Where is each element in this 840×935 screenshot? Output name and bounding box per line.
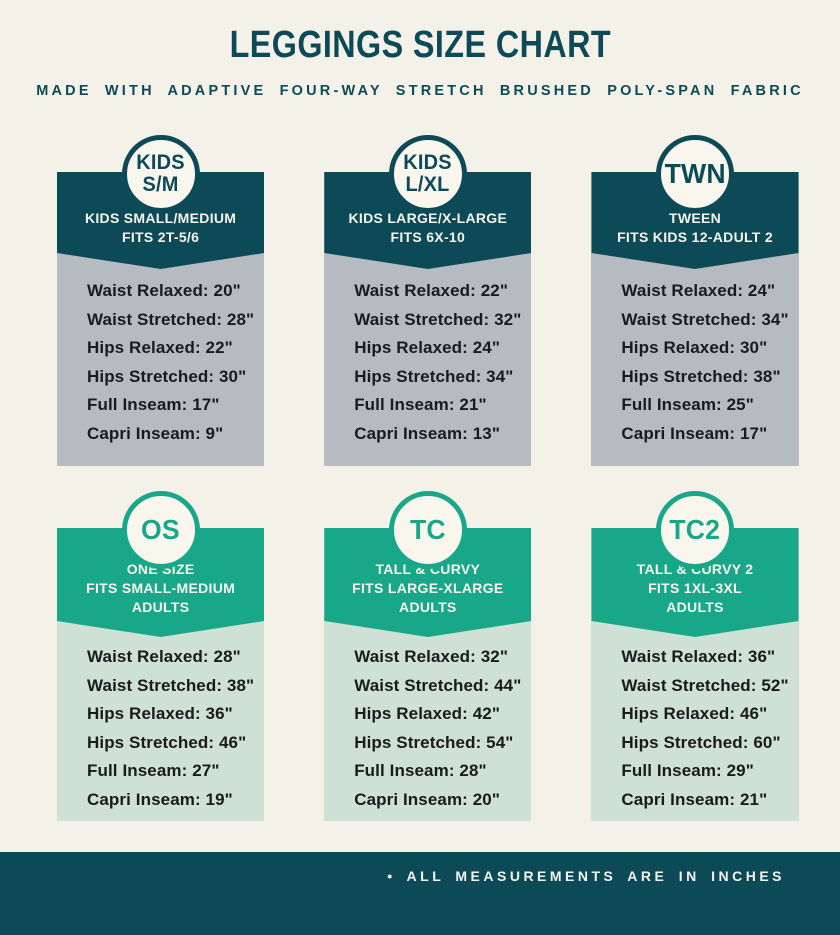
- measurement-row: Hips Relaxed: 30": [621, 338, 768, 357]
- measurement-row: Capri Inseam: 13": [354, 423, 501, 443]
- size-badge-label: OS: [141, 514, 180, 545]
- measurement-row: Full Inseam: 17": [87, 395, 220, 414]
- measurement-row: Hips Relaxed: 24": [354, 338, 501, 357]
- size-card-tween: TWN TWEEN FITS KIDS 12-ADULT 2 Waist Rel…: [591, 135, 799, 466]
- card-description: TWEEN FITS KIDS 12-ADULT 2: [617, 210, 773, 245]
- measurement-row: Waist Stretched: 28": [87, 309, 255, 329]
- size-badge-label: TWN: [664, 158, 726, 189]
- card-description: KIDS SMALL/MEDIUM FITS 2T-5/6: [84, 210, 237, 245]
- card-measurement-list: Waist Relaxed: 32" Waist Stretched: 44" Hi…: [324, 621, 532, 821]
- measurement-row: Capri Inseam: 20": [354, 789, 501, 809]
- size-badge-circle: TC2: [656, 491, 734, 569]
- page-title: LEGGINGS SIZE CHART: [229, 24, 611, 66]
- size-card-kids-lxl: KIDS L/XL KIDS LARGE/X-LARGE FITS 6X-10 …: [324, 135, 532, 466]
- measurement-row: Hips Stretched: 38": [621, 366, 781, 386]
- card-description: TALL & CURVY FITS LARGE-XLARGE ADULTS: [352, 561, 504, 615]
- measurement-row: Waist Stretched: 52": [621, 675, 789, 695]
- size-badge-circle: KIDS S/M: [121, 135, 200, 213]
- size-badge-circle: OS: [121, 491, 200, 569]
- measurement-row: Waist Stretched: 32": [354, 309, 522, 329]
- card-measurement-list: Waist Relaxed: 36" Waist Stretched: 52" Hi…: [591, 621, 799, 821]
- card-header-banner: TALL & CURVY FITS LARGE-XLARGE ADULTS: [324, 528, 531, 637]
- measurement-row: Hips Relaxed: 46": [621, 704, 768, 723]
- measurement-row: Full Inseam: 25": [621, 395, 754, 414]
- size-badge-circle: TWN: [656, 135, 734, 213]
- card-description: KIDS LARGE/X-LARGE FITS 6X-10: [348, 210, 508, 245]
- measurement-row: Waist Relaxed: 32": [354, 647, 508, 666]
- card-measurement-list: Waist Relaxed: 24" Waist Stretched: 34" Hi…: [591, 253, 799, 466]
- card-description: TALL & CURVY 2 FITS 1XL-3XL ADULTS: [636, 561, 754, 615]
- size-card-grid: KIDS S/M KIDS SMALL/MEDIUM FITS 2T-5/6 W…: [57, 135, 799, 821]
- measurement-row: Waist Stretched: 34": [621, 309, 789, 329]
- size-badge-label: KIDS L/XL: [403, 151, 453, 196]
- measurement-row: Waist Relaxed: 24": [621, 281, 776, 300]
- measurement-row: Waist Stretched: 44": [354, 675, 522, 695]
- size-card-one-size: OS ONE SIZE FITS SMALL-MEDIUM ADULTS Wai…: [57, 491, 265, 821]
- size-badge-circle: KIDS L/XL: [388, 135, 467, 213]
- footer-bar: • ALL MEASUREMENTS ARE IN INCHES: [0, 852, 840, 935]
- measurement-row: Hips Stretched: 46": [87, 732, 247, 752]
- measurement-row: Full Inseam: 29": [621, 761, 754, 780]
- measurement-row: Capri Inseam: 17": [621, 423, 768, 443]
- measurement-row: Hips Stretched: 60": [621, 732, 781, 752]
- card-description: ONE SIZE FITS SMALL-MEDIUM ADULTS: [86, 561, 236, 615]
- size-badge-label: TC2: [669, 514, 721, 545]
- card-measurement-list: Waist Relaxed: 28" Waist Stretched: 38" Hi…: [57, 621, 265, 821]
- measurement-row: Capri Inseam: 21": [621, 789, 768, 809]
- measurement-row: Full Inseam: 27": [87, 761, 220, 780]
- measurement-row: Hips Stretched: 34": [354, 366, 514, 386]
- card-measurement-list: Waist Relaxed: 20" Waist Stretched: 28" Hi…: [57, 253, 265, 466]
- card-header-banner: KIDS LARGE/X-LARGE FITS 6X-10: [324, 172, 531, 269]
- measurement-row: Capri Inseam: 9": [87, 423, 224, 443]
- measurement-row: Waist Relaxed: 20": [87, 281, 241, 300]
- measurement-row: Waist Stretched: 38": [87, 675, 255, 695]
- measurement-row: Full Inseam: 28": [354, 761, 487, 780]
- measurement-row: Waist Relaxed: 28": [87, 647, 241, 666]
- card-measurement-list: Waist Relaxed: 22" Waist Stretched: 32" Hi…: [324, 253, 532, 466]
- size-badge-label: TC: [409, 514, 446, 545]
- measurement-row: Waist Relaxed: 36": [621, 647, 776, 666]
- measurement-row: Hips Relaxed: 22": [87, 338, 233, 357]
- size-badge-circle: TC: [388, 491, 467, 569]
- size-card-tall-curvy-2: TC2 TALL & CURVY 2 FITS 1XL-3XL ADULTS W…: [591, 491, 799, 821]
- measurement-row: Waist Relaxed: 22": [354, 281, 508, 300]
- size-badge-label: KIDS S/M: [136, 151, 185, 196]
- measurement-row: Hips Stretched: 54": [354, 732, 514, 752]
- measurement-row: Capri Inseam: 19": [87, 789, 233, 809]
- size-card-kids-sm: KIDS S/M KIDS SMALL/MEDIUM FITS 2T-5/6 W…: [57, 135, 265, 466]
- measurement-row: Hips Relaxed: 36": [87, 704, 233, 723]
- size-card-tall-curvy: TC TALL & CURVY FITS LARGE-XLARGE ADULTS…: [324, 491, 532, 821]
- footer-note: • ALL MEASUREMENTS ARE IN INCHES: [387, 868, 785, 884]
- measurement-row: Full Inseam: 21": [354, 395, 487, 414]
- measurement-row: Hips Stretched: 30": [87, 366, 247, 386]
- measurement-row: Hips Relaxed: 42": [354, 704, 501, 723]
- page-subtitle: MADE WITH ADAPTIVE FOUR-WAY STRETCH BRUS…: [36, 83, 804, 99]
- page-header: LEGGINGS SIZE CHART: [0, 0, 840, 67]
